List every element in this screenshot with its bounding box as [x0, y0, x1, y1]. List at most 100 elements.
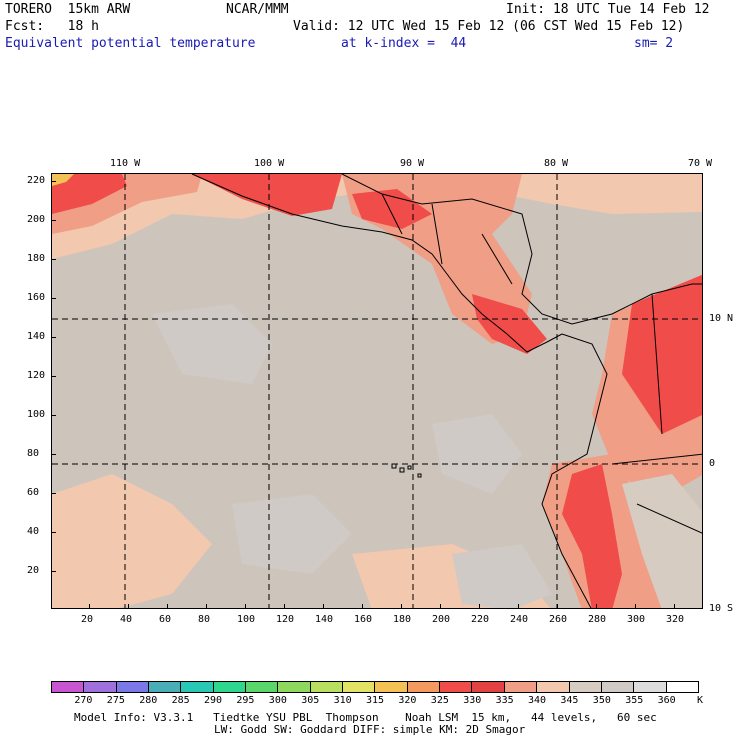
y-tick-mark — [51, 220, 56, 221]
colorbar-label-360: 360 — [657, 695, 676, 706]
center-name: NCAR/MMM — [226, 2, 289, 17]
coastline-south-america — [541, 333, 608, 608]
y-tick-label-20: 20 — [27, 565, 40, 576]
y-tick-mark — [51, 493, 56, 494]
colorbar-label-285: 285 — [171, 695, 190, 706]
colorbar-segment — [343, 682, 376, 692]
x-tick-label-100: 100 — [237, 614, 256, 625]
x-tick-label-240: 240 — [510, 614, 529, 625]
andes-cool — [622, 474, 702, 608]
x-tick-label-320: 320 — [666, 614, 685, 625]
x-tick-label-200: 200 — [432, 614, 451, 625]
border-lines — [381, 193, 702, 534]
colorbar-segment — [52, 682, 85, 692]
colorbar-label-295: 295 — [236, 695, 255, 706]
x-tick-label-260: 260 — [549, 614, 568, 625]
grey-patch-2 — [432, 414, 522, 494]
x-tick-mark — [557, 604, 558, 609]
x-tick-label-80: 80 — [198, 614, 211, 625]
colorbar — [51, 681, 699, 693]
x-tick-mark — [596, 604, 597, 609]
colorbar-segment — [440, 682, 473, 692]
colombia-hot — [622, 274, 702, 434]
x-tick-label-300: 300 — [627, 614, 646, 625]
coastline-central-america — [191, 174, 563, 353]
y-tick-mark — [51, 454, 56, 455]
nw-hot-core — [52, 174, 127, 214]
lon-label-70w: 70 W — [688, 158, 713, 169]
field-name: Equivalent potential temperature — [5, 36, 256, 51]
nw-corner-yellow — [52, 174, 74, 186]
smoothing-value: sm= 2 — [634, 36, 674, 51]
mexico-hot-strip — [192, 174, 342, 216]
colorbar-label-320: 320 — [398, 695, 417, 706]
x-tick-mark — [284, 604, 285, 609]
x-tick-label-180: 180 — [393, 614, 412, 625]
y-tick-label-40: 40 — [27, 526, 40, 537]
lon-label-110w: 110 W — [110, 158, 141, 169]
lon-label-100w: 100 W — [254, 158, 285, 169]
nw-warm-band — [52, 174, 702, 259]
y-tick-mark — [51, 298, 56, 299]
x-tick-mark — [323, 604, 324, 609]
x-tick-label-60: 60 — [159, 614, 172, 625]
colorbar-segment — [310, 682, 344, 692]
lat-label-10n: 10 N — [709, 313, 734, 324]
level-index: at k-index = 44 — [341, 36, 467, 51]
colorbar-segment — [149, 682, 182, 692]
colorbar-segment — [601, 682, 635, 692]
model-title: TORERO 15km ARW — [5, 2, 131, 17]
x-tick-mark — [674, 604, 675, 609]
y-tick-label-140: 140 — [27, 331, 46, 342]
colorbar-label-300: 300 — [268, 695, 287, 706]
x-tick-mark — [167, 604, 168, 609]
footer-line-2: LW: Godd SW: Goddard DIFF: simple KM: 2D… — [214, 723, 526, 736]
x-tick-label-20: 20 — [81, 614, 94, 625]
init-time: Init: 18 UTC Tue 14 Feb 12 — [506, 2, 710, 17]
colorbar-segment — [666, 682, 698, 692]
colorbar-segment — [246, 682, 279, 692]
peru-hot — [562, 464, 622, 608]
colorbar-label-355: 355 — [625, 695, 644, 706]
y-tick-label-200: 200 — [27, 214, 46, 225]
sw-warm-patch — [52, 474, 212, 608]
costa-rica-hot — [472, 294, 547, 354]
y-tick-label-100: 100 — [27, 409, 46, 420]
colorbar-label-290: 290 — [204, 695, 223, 706]
y-tick-mark — [51, 532, 56, 533]
y-tick-label-160: 160 — [27, 292, 46, 303]
colorbar-segment — [407, 682, 441, 692]
colorbar-label-280: 280 — [139, 695, 158, 706]
x-tick-mark — [479, 604, 480, 609]
colorbar-label-345: 345 — [560, 695, 579, 706]
x-tick-mark — [245, 604, 246, 609]
valid-time: Valid: 12 UTC Wed 15 Feb 12 (06 CST Wed … — [293, 19, 685, 34]
colorbar-segment — [569, 682, 602, 692]
colorbar-label-325: 325 — [430, 695, 449, 706]
colorbar-label-305: 305 — [301, 695, 320, 706]
y-tick-mark — [51, 571, 56, 572]
colorbar-segment — [116, 682, 150, 692]
colorbar-label-270: 270 — [74, 695, 93, 706]
colorbar-label-310: 310 — [333, 695, 352, 706]
y-tick-mark — [51, 337, 56, 338]
x-tick-mark — [635, 604, 636, 609]
lat-label-0: 0 — [709, 458, 716, 469]
colorbar-label-315: 315 — [366, 695, 385, 706]
map-field — [52, 174, 702, 608]
colorbar-label-340: 340 — [528, 695, 547, 706]
x-tick-mark — [518, 604, 519, 609]
colorbar-segment — [634, 682, 667, 692]
map-panel — [51, 173, 703, 609]
colorbar-segment — [84, 682, 117, 692]
forecast-hour: Fcst: 18 h — [5, 19, 99, 34]
x-tick-mark — [440, 604, 441, 609]
x-tick-mark — [206, 604, 207, 609]
colorbar-label-330: 330 — [463, 695, 482, 706]
colorbar-segment — [504, 682, 538, 692]
colorbar-segment — [213, 682, 247, 692]
x-tick-label-160: 160 — [354, 614, 373, 625]
colorbar-label-335: 335 — [495, 695, 514, 706]
guatemala-hot — [352, 189, 432, 229]
lat-label-10s: 10 S — [709, 603, 734, 614]
